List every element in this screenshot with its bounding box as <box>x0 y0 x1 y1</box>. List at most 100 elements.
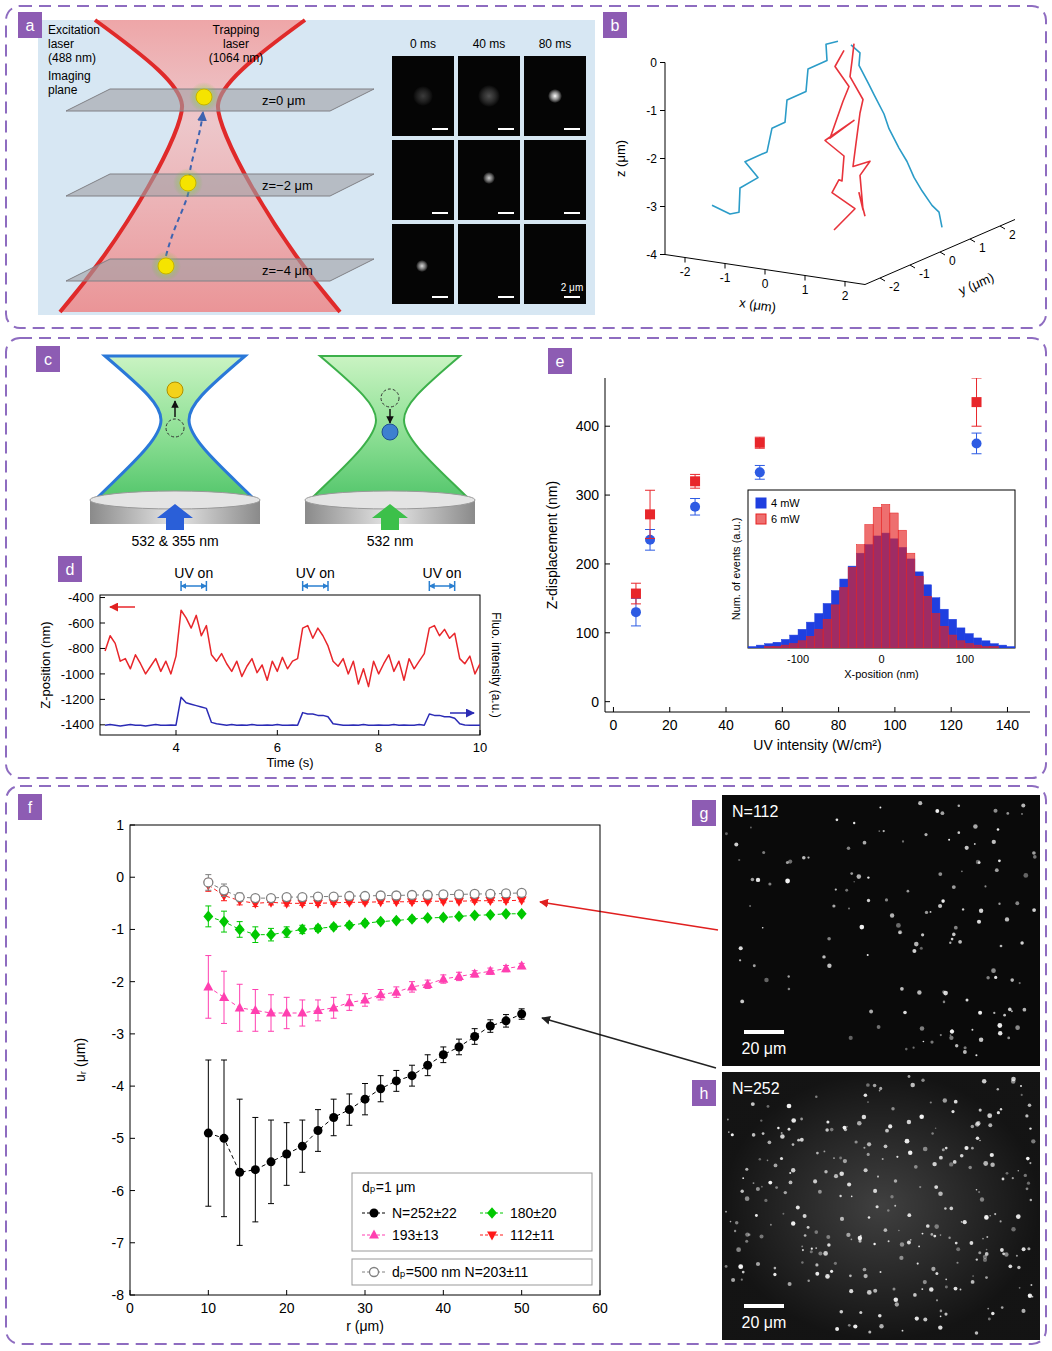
particle-spot <box>968 1166 972 1170</box>
micrograph <box>458 56 520 136</box>
particle-spot <box>762 851 765 854</box>
histogram-bar <box>781 639 789 648</box>
error-bar-cap <box>268 1120 274 1121</box>
particle-spot <box>751 878 755 882</box>
particle-spot <box>980 1197 984 1201</box>
particle-spot <box>982 1079 987 1084</box>
particle-spot <box>867 876 869 878</box>
laser-label: Excitationlaser(488 nm) <box>48 23 100 65</box>
y-tick-label: 300 <box>576 487 600 503</box>
error-bar <box>755 465 765 479</box>
x-tick-label: 40 <box>436 1300 452 1316</box>
particle-spot <box>859 925 864 930</box>
error-bar-cap <box>378 999 384 1000</box>
particle-spot <box>952 885 956 889</box>
error-bar-cap <box>346 994 352 995</box>
particle-spot <box>998 903 1000 905</box>
particle-spot <box>857 1121 862 1126</box>
x-tick-label: 0 <box>762 277 769 291</box>
legend-box <box>352 1259 592 1285</box>
particle-spot <box>912 1047 914 1049</box>
marker-diamond <box>203 911 213 923</box>
particle-spot <box>992 840 996 844</box>
error-bar <box>631 583 641 604</box>
particle-spot <box>998 859 1001 862</box>
error-bar-cap <box>252 1117 258 1118</box>
error-bar-cap <box>221 1060 227 1061</box>
error-bar-cap <box>690 474 700 475</box>
marker-circle <box>267 1157 276 1166</box>
plane-label: z=0 μm <box>262 93 305 108</box>
particle-spot <box>761 1186 763 1188</box>
y-tick-label: 0 <box>591 694 599 710</box>
particle-spot <box>905 1139 910 1144</box>
error-bar-cap <box>237 1245 243 1246</box>
plot-data <box>105 610 480 726</box>
x-tick-label: 2 <box>842 289 849 303</box>
histogram-bar <box>823 603 831 648</box>
micrograph <box>524 224 586 304</box>
marker-circle <box>251 1165 260 1174</box>
error-bar-cap <box>362 1114 368 1115</box>
particle-spot <box>931 1267 935 1271</box>
x-tick <box>838 707 839 712</box>
x-axis-title: UV intensity (W/cm²) <box>753 737 881 753</box>
plot-frame <box>130 825 600 1295</box>
error-bar-cap <box>972 426 982 427</box>
legend-title: dₚ=1 μm <box>362 1179 415 1195</box>
particle-spot <box>976 1189 978 1191</box>
particle-spot <box>857 874 862 879</box>
particle-spot <box>807 856 809 858</box>
marker-open-circle <box>345 892 354 901</box>
particle-spot <box>974 843 976 845</box>
particle-spot <box>825 1274 830 1279</box>
particle-spot <box>896 923 901 928</box>
particle-spot <box>991 1312 994 1315</box>
particle-spot <box>736 1247 741 1252</box>
panel-badge <box>548 348 572 374</box>
error-bar-cap <box>346 1125 352 1126</box>
particle-spot <box>949 1162 953 1166</box>
particle-spot <box>788 988 791 991</box>
error-bar-cap <box>456 1054 462 1055</box>
marker-triangle <box>203 981 213 990</box>
particle-spot <box>762 927 764 929</box>
particle-spot <box>869 1010 873 1014</box>
x-axis-title: r (μm) <box>346 1318 384 1334</box>
particle-spot <box>826 1120 829 1123</box>
inset-background <box>726 484 1018 684</box>
particle-spot <box>1015 901 1019 905</box>
x-tick <box>805 276 806 281</box>
marker-triangle <box>360 995 370 1004</box>
histogram-bar <box>965 634 973 648</box>
particle-spot <box>1006 1172 1009 1175</box>
scale-bar-label: 20 μm <box>742 1040 787 1057</box>
error-bar-cap <box>331 997 337 998</box>
particle-spot <box>919 1115 924 1120</box>
particle-spot <box>983 1255 987 1259</box>
particle-spot <box>913 1293 917 1297</box>
x-tick-label: 0 <box>878 653 884 665</box>
particle-spot <box>858 1236 862 1240</box>
particle-spot <box>971 1029 973 1031</box>
histogram-bar <box>898 530 906 648</box>
particle-spot <box>853 1324 857 1328</box>
particle-spot <box>940 1234 942 1236</box>
histogram-bar <box>948 619 956 648</box>
particle-spot <box>860 1235 862 1237</box>
legend-label: N=252±22 <box>392 1205 457 1221</box>
x-tick <box>951 707 952 712</box>
chart-f: 0102030405060-8-7-6-5-4-3-2-101r (μm)uᵣ … <box>72 817 608 1334</box>
particle-spot <box>932 1162 936 1166</box>
particle-spot <box>833 1157 835 1159</box>
particle-image <box>483 172 495 184</box>
particle-spot <box>935 1127 937 1129</box>
particle-spot <box>923 1041 925 1043</box>
error-bar-cap <box>645 550 655 551</box>
marker-diamond <box>501 908 511 920</box>
particle-spot <box>1020 1085 1022 1087</box>
particle-spot <box>954 1100 958 1104</box>
error-bar-cap <box>378 1101 384 1102</box>
particle-spot <box>1030 1284 1032 1286</box>
z-tick <box>660 206 665 207</box>
